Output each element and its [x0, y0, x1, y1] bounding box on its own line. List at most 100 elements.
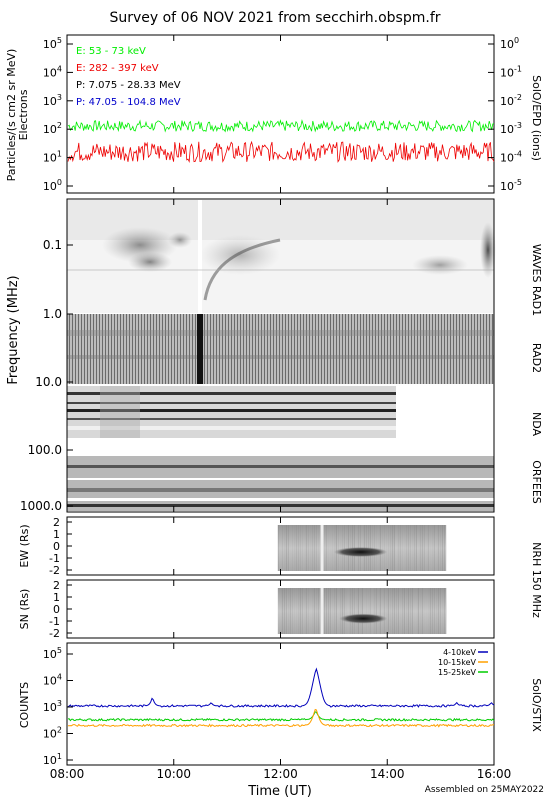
nrh-stripe	[379, 588, 381, 634]
footer-assembled: Assembled on 25MAY2022	[425, 785, 544, 795]
nrh-stripe	[365, 588, 367, 634]
nrh-y-tick-label: -1	[49, 615, 60, 628]
orfees-label: ORFEES	[530, 460, 543, 504]
nrh-stripe	[443, 525, 445, 571]
nrh-stripe	[290, 525, 291, 571]
nrh-stripe	[287, 588, 289, 634]
epd-frame	[66, 34, 495, 194]
epd-legend: E: 53 - 73 keV E: 282 - 397 keV P: 7.075…	[76, 46, 181, 108]
spec-y-tick-label: 1000.0	[20, 499, 62, 513]
nrh-stripe	[307, 588, 309, 634]
epd-y-tick-label: 103	[43, 93, 62, 108]
nrh-stripe	[413, 525, 415, 571]
nrh-stripe	[389, 525, 391, 571]
nrh-stripe	[391, 588, 393, 634]
nrh-stripe	[304, 525, 305, 571]
nrh-stripe	[327, 525, 329, 571]
nrh-stripe	[411, 525, 413, 571]
stix-frame	[66, 642, 495, 766]
nrh-stripe	[335, 525, 337, 571]
nrh-stripe	[441, 588, 443, 634]
nrh-ew-y-ticks: 210-1-2	[49, 516, 72, 577]
legend-e-53-73: E: 53 - 73 keV	[76, 46, 146, 57]
nrh-stripe	[415, 525, 417, 571]
spec-y-tick-label: 1.0	[43, 307, 62, 321]
nrh-stripe	[283, 525, 285, 571]
epd-y-tick-label-right: 10-2	[500, 93, 522, 108]
nrh-stripe	[349, 588, 351, 634]
nrh-stripe	[329, 588, 331, 634]
nrh-stripe	[305, 525, 307, 571]
nrh-stripe	[295, 525, 297, 571]
nrh-stripe	[291, 525, 293, 571]
spec-y-tick-label: 10.0	[35, 375, 62, 389]
nrh-stripe	[325, 588, 327, 634]
nrh-source	[333, 547, 388, 557]
nrh-stripe	[281, 525, 283, 571]
nrh-stripe	[338, 588, 339, 634]
x-tick-label: 14:00	[370, 767, 405, 781]
nrh-stripe	[346, 588, 347, 634]
nrh-stripe	[285, 525, 287, 571]
nrh-stripe	[289, 588, 291, 634]
figure-title: Survey of 06 NOV 2021 from secchirh.obsp…	[109, 10, 440, 26]
nrh-stripe	[385, 525, 387, 571]
nrh-stripe	[417, 588, 419, 634]
nrh-stripe	[278, 588, 279, 634]
epd-series-lines	[67, 119, 495, 163]
nrh-stripe	[367, 588, 369, 634]
stix-y-tick-label: 104	[43, 673, 62, 688]
nrh-stripe	[416, 588, 417, 634]
nrh-stripe	[407, 525, 409, 571]
nrh-gap	[320, 588, 324, 634]
nrh-stripe	[387, 525, 389, 571]
stix-y-tick-label: 102	[43, 726, 62, 741]
nrh-stripe	[359, 588, 361, 634]
nrh-stripe	[355, 588, 357, 634]
nrh-stripe	[305, 588, 307, 634]
nrh-y-tick-label: 1	[53, 591, 60, 604]
stix-series-line	[67, 711, 495, 722]
nrh-stripe	[287, 525, 289, 571]
nrh-stripe	[441, 525, 443, 571]
epd-y-tick-label: 100	[43, 178, 62, 193]
nrh-stripe	[315, 588, 317, 634]
stix-y-tick-label: 101	[43, 752, 62, 767]
nrh-stripe	[378, 588, 379, 634]
spec-y-tick-label: 0.1	[43, 238, 62, 252]
nrh-stripe	[437, 588, 439, 634]
nrh-stripe	[382, 588, 383, 634]
nrh-stripe	[427, 525, 429, 571]
spectrogram-y-ticks: 0.1 1.0 10.0 100.0 1000.0	[20, 238, 73, 513]
nrh-stripe	[375, 588, 377, 634]
nrh-coverage	[277, 588, 446, 634]
nrh-stripe	[381, 525, 383, 571]
nrh-stripe	[405, 588, 407, 634]
epd-y-tick-label-right: 10-3	[500, 121, 522, 136]
stix-series-lines	[67, 667, 495, 728]
spec-y-tick-label: 100.0	[28, 443, 62, 457]
nrh-stripe	[297, 588, 299, 634]
nrh-stripe	[414, 588, 415, 634]
epd-ylabel-electrons: Electrons	[17, 89, 30, 140]
nrh-stripe	[427, 588, 429, 634]
orfees-spectrogram	[67, 456, 494, 511]
nrh-stripe	[313, 588, 315, 634]
nrh-stripe	[323, 525, 325, 571]
nrh-stripe	[387, 588, 389, 634]
nrh-stripe	[405, 525, 407, 571]
nrh-stripe	[325, 525, 327, 571]
frequency-ylabel: Frequency (MHz)	[6, 275, 21, 384]
nrh-stripe	[393, 588, 395, 634]
epd-series-line	[67, 140, 495, 163]
nrh-stripe	[407, 588, 409, 634]
nrh-stripe	[411, 588, 413, 634]
nrh-y-tick-label: 2	[53, 579, 60, 592]
x-axis-label: Time (UT)	[247, 784, 312, 799]
rad2-spectrogram	[67, 314, 494, 384]
nrh-stripe	[364, 588, 365, 634]
nrh-stripe	[317, 525, 319, 571]
nrh-stripe	[353, 588, 355, 634]
